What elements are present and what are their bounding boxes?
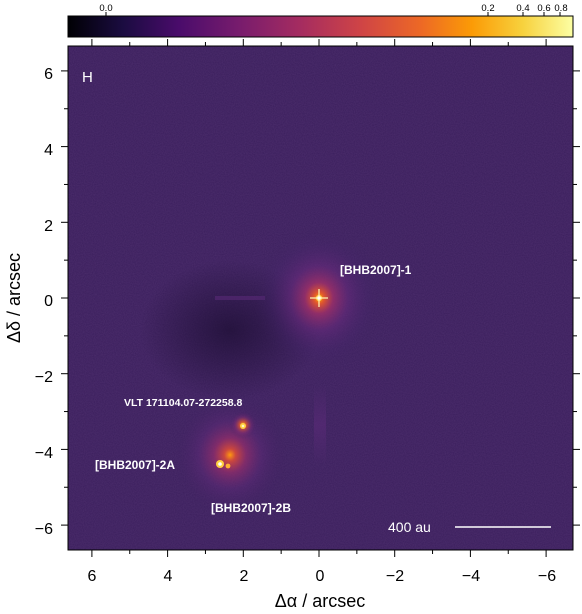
x-tick-label: 4: [164, 568, 173, 585]
source-2b-core: [225, 463, 231, 469]
colorbar-tick-1: 0.2: [481, 3, 494, 14]
x-tick-label: 0: [316, 568, 325, 585]
label-bhb2007-1: [BHB2007]-1: [340, 263, 412, 277]
scalebar-label: 400 au: [388, 519, 431, 535]
y-tick-label: −6: [35, 521, 53, 538]
y-tick-label: −4: [35, 445, 53, 462]
x-tick-label: −2: [386, 568, 404, 585]
y-tick-labels: 6 4 2 0 −2 −4 −6: [35, 66, 53, 538]
colorbar-tick-3: 0.6: [537, 3, 550, 14]
y-tick-label: 6: [44, 66, 53, 83]
source-2a-center: [218, 462, 222, 466]
axis-ticks: [61, 39, 580, 557]
source-vlt-center: [241, 424, 245, 428]
x-tick-label: 2: [240, 568, 249, 585]
x-tick-label: −4: [462, 568, 480, 585]
y-tick-label: 2: [44, 218, 53, 235]
x-tick-label: 6: [88, 568, 97, 585]
image-panel: H [BHB2007]-1 VLT 171104.07-272258.8 [BH…: [68, 46, 573, 550]
x-tick-label: −6: [538, 568, 556, 585]
y-tick-label: 0: [44, 293, 53, 310]
y-tick-label: 4: [44, 142, 53, 159]
label-vlt: VLT 171104.07-272258.8: [124, 397, 242, 409]
band-label: H: [82, 69, 93, 86]
label-bhb2007-2b: [BHB2007]-2B: [211, 501, 291, 515]
source-2-halo: [172, 393, 288, 517]
y-axis-title: Δδ / arcsec: [4, 253, 24, 343]
y-tick-label: −2: [35, 369, 53, 386]
faint-streak: [314, 385, 326, 465]
source-1-center: [317, 296, 321, 300]
faint-streak-h: [215, 296, 265, 300]
colorbar-gradient: [67, 15, 574, 38]
x-axis-title: Δα / arcsec: [275, 591, 365, 611]
colorbar-tick-2: 0.4: [516, 3, 529, 14]
x-tick-labels: 6 4 2 0 −2 −4 −6: [88, 568, 557, 585]
colorbar-tick-4: 0.8: [554, 3, 567, 14]
colorbar-tick-0: 0.0: [99, 3, 112, 14]
label-bhb2007-2a: [BHB2007]-2A: [95, 458, 175, 472]
colorbar: 0.0 0.2 0.4 0.6 0.8: [67, 3, 574, 38]
